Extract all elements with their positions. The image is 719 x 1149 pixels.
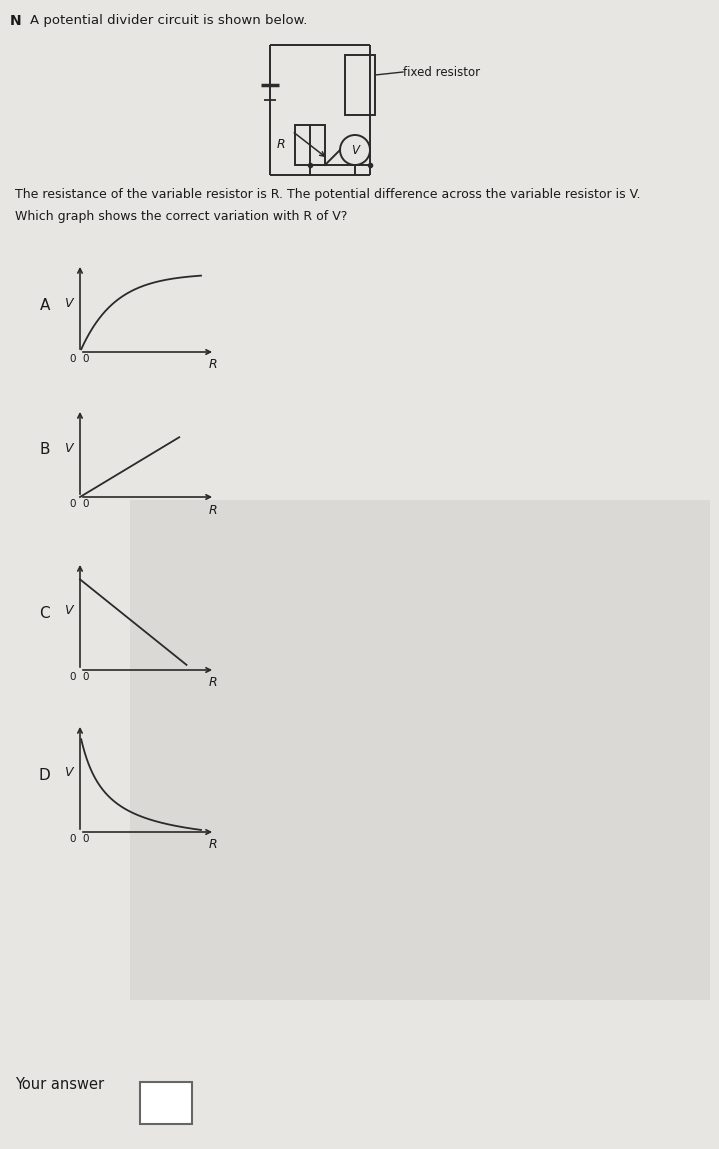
Bar — [295, 125, 325, 165]
Text: R: R — [209, 839, 217, 851]
Text: R: R — [209, 677, 217, 689]
Text: 0: 0 — [83, 672, 89, 683]
Text: 0: 0 — [83, 499, 89, 509]
Text: Which graph shows the correct variation with R of V?: Which graph shows the correct variation … — [15, 210, 347, 223]
Text: A: A — [40, 298, 50, 313]
Text: A potential divider circuit is shown below.: A potential divider circuit is shown bel… — [30, 14, 308, 26]
Text: 0: 0 — [70, 499, 76, 509]
Text: 0: 0 — [70, 672, 76, 683]
Text: 0: 0 — [70, 834, 76, 845]
Text: V: V — [64, 766, 72, 779]
Text: D: D — [38, 768, 50, 782]
Text: C: C — [40, 606, 50, 620]
Bar — [140, 1082, 192, 1124]
Text: The resistance of the variable resistor is R. The potential difference across th: The resistance of the variable resistor … — [15, 188, 641, 201]
Text: V: V — [64, 442, 72, 455]
Text: B: B — [40, 442, 50, 457]
Text: V: V — [64, 298, 72, 310]
Text: R: R — [209, 358, 217, 371]
Bar — [130, 500, 710, 1000]
Text: V: V — [64, 604, 72, 617]
Text: 0: 0 — [83, 834, 89, 845]
Text: 0: 0 — [70, 354, 76, 364]
Bar — [345, 55, 375, 115]
Text: fixed resistor: fixed resistor — [403, 65, 480, 78]
Text: 0: 0 — [83, 354, 89, 364]
Text: Your answer: Your answer — [15, 1077, 104, 1092]
Text: R: R — [276, 139, 285, 152]
Text: V: V — [351, 144, 359, 156]
Text: R: R — [209, 503, 217, 517]
Text: N: N — [10, 14, 22, 28]
